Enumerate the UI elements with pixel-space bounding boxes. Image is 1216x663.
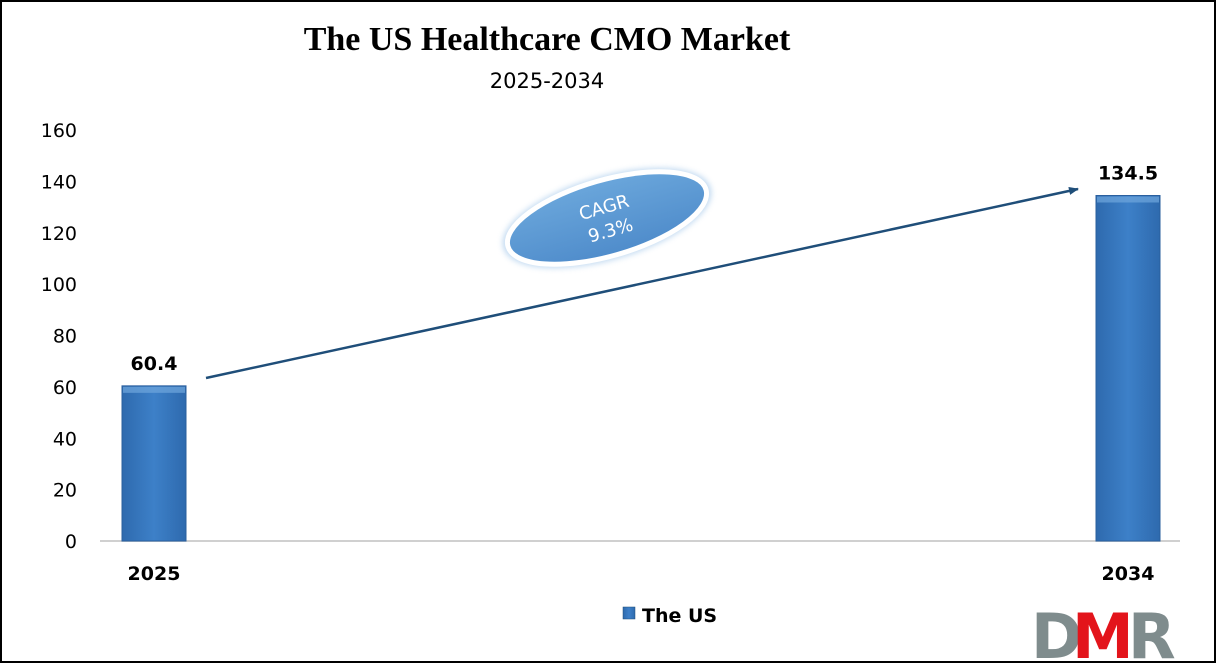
logo-letter-m: M (1072, 600, 1134, 663)
legend: The US (622, 605, 717, 627)
y-tick-label: 20 (53, 480, 77, 502)
y-tick-label: 160 (41, 120, 77, 142)
bar-2034 (1095, 195, 1161, 542)
x-tick-label: 2034 (1102, 563, 1155, 585)
bar-bevel (123, 386, 185, 393)
x-tick-label: 2025 (128, 563, 181, 585)
data-label: 134.5 (1098, 163, 1158, 185)
bars: 60.4 134.5 (121, 163, 1161, 542)
chart-subtitle: 2025-2034 (490, 69, 604, 93)
legend-swatch (622, 606, 636, 620)
y-tick-label: 80 (53, 326, 77, 348)
y-tick-label: 40 (53, 428, 77, 450)
bar-bevel (1097, 196, 1159, 203)
x-axis: 2025 2034 (128, 563, 1155, 585)
y-tick-label: 100 (41, 274, 77, 296)
logo-letter-d: D (1031, 600, 1082, 663)
chart-title: The US Healthcare CMO Market (304, 21, 791, 58)
y-tick-label: 140 (41, 171, 77, 193)
y-axis: 0 20 40 60 80 100 120 140 160 (41, 120, 77, 553)
logo-letter-r: R (1128, 600, 1176, 663)
trend-arrow (205, 186, 1079, 380)
dmr-logo: D M R (1031, 600, 1176, 663)
legend-label: The US (642, 605, 717, 627)
cagr-annotation: CAGR 9.3% (502, 167, 712, 269)
y-tick-label: 60 (53, 377, 77, 399)
cagr-ellipse (504, 169, 710, 267)
y-tick-label: 120 (41, 223, 77, 245)
data-label: 60.4 (131, 353, 178, 375)
bar-2025 (121, 385, 187, 542)
y-tick-label: 0 (65, 531, 77, 553)
